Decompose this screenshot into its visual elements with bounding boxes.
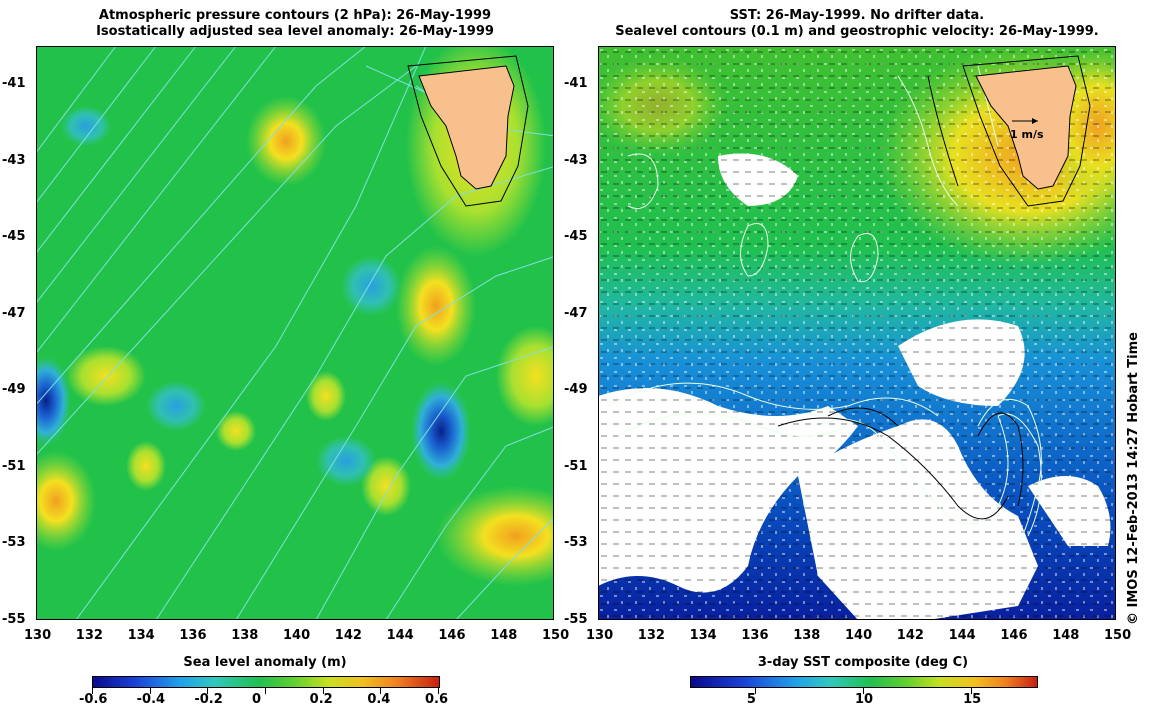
sst-map: 1 m/s bbox=[598, 46, 1116, 620]
right-x-tick-label: 140 bbox=[845, 628, 873, 643]
tasmania-land bbox=[418, 65, 515, 190]
velocity-scale-label: 1 m/s bbox=[1010, 128, 1044, 141]
left-x-tick-label: 142 bbox=[334, 628, 362, 643]
anomaly-blob bbox=[436, 486, 554, 586]
right-y-tick-label: -53 bbox=[564, 535, 588, 551]
left-y-tick-label: -41 bbox=[2, 76, 26, 92]
right-y-tick-label: -51 bbox=[564, 458, 588, 474]
anomaly-blob bbox=[411, 381, 471, 481]
left-title: Atmospheric pressure contours (2 hPa): 2… bbox=[36, 8, 554, 40]
left-colorbar-tick-label: 0.2 bbox=[309, 692, 333, 707]
left-colorbar-tick-mark bbox=[380, 688, 382, 694]
right-x-tick-label: 130 bbox=[586, 628, 614, 643]
right-title-line2: Sealevel contours (0.1 m) and geostrophi… bbox=[615, 24, 1099, 39]
anomaly-blob bbox=[36, 451, 96, 551]
left-map-frame bbox=[36, 46, 554, 620]
left-x-tick-label: 140 bbox=[283, 628, 311, 643]
left-x-tick-label: 134 bbox=[127, 628, 155, 643]
anomaly-blob bbox=[361, 456, 411, 516]
left-colorbar-tick-mark bbox=[92, 688, 93, 694]
left-x-tick-label: 138 bbox=[231, 628, 259, 643]
right-x-tick-label: 132 bbox=[637, 628, 665, 643]
right-colorbar-tick-label: 15 bbox=[963, 692, 982, 707]
left-colorbar-tick-label: -0.4 bbox=[136, 692, 166, 707]
left-colorbar-tick-label: 0 bbox=[252, 692, 262, 707]
right-map-panel: 1 m/s bbox=[598, 46, 1116, 620]
left-colorbar bbox=[92, 676, 440, 688]
right-x-tick-label: 136 bbox=[741, 628, 769, 643]
right-y-tick-label: -47 bbox=[564, 305, 588, 321]
right-x-tick-label: 148 bbox=[1052, 628, 1080, 643]
left-x-tick-label: 144 bbox=[386, 628, 414, 643]
right-y-tick-label: -43 bbox=[564, 152, 588, 168]
sealevel-contours bbox=[607, 65, 1042, 547]
right-x-tick-label: 142 bbox=[896, 628, 924, 643]
left-x-tick-label: 136 bbox=[179, 628, 207, 643]
anomaly-blob bbox=[61, 106, 111, 146]
anomaly-blob bbox=[216, 411, 256, 451]
right-map-frame bbox=[598, 46, 1116, 620]
left-colorbar-tick-mark bbox=[438, 688, 439, 694]
anomaly-blob bbox=[36, 356, 71, 446]
anomaly-blob bbox=[341, 256, 401, 316]
right-y-tick-label: -41 bbox=[564, 76, 588, 92]
right-colorbar bbox=[690, 676, 1038, 688]
credit-text: © IMOS 12-Feb-2013 14:27 Hobart Time bbox=[1126, 332, 1141, 625]
velocity-scale: 1 m/s bbox=[1010, 118, 1044, 141]
right-y-tick-label: -45 bbox=[564, 229, 588, 245]
right-title: SST: 26-May-1999. No drifter data. Seale… bbox=[598, 8, 1116, 40]
left-x-tick-label: 150 bbox=[542, 628, 570, 643]
anomaly-blob bbox=[146, 381, 206, 431]
left-y-tick-label: -45 bbox=[2, 229, 26, 245]
left-title-line2: Isostatically adjusted sea level anomaly… bbox=[96, 24, 494, 39]
coastline-contour bbox=[962, 55, 1091, 207]
left-y-tick-label: -47 bbox=[2, 305, 26, 321]
left-colorbar-tick-label: -0.6 bbox=[79, 692, 108, 707]
left-colorbar-tick-label: -0.2 bbox=[194, 692, 223, 707]
streamlines bbox=[777, 75, 1024, 520]
left-colorbar-tick-mark bbox=[322, 688, 324, 694]
right-colorbar-tick-label: 5 bbox=[746, 692, 756, 707]
anomaly-blob bbox=[316, 436, 376, 486]
left-colorbar-tick-mark bbox=[265, 688, 266, 694]
right-y-tick-label: -49 bbox=[564, 382, 588, 398]
right-x-tick-label: 138 bbox=[793, 628, 821, 643]
anomaly-blob bbox=[126, 441, 166, 491]
right-colorbar-tick-label: 10 bbox=[855, 692, 874, 707]
right-y-tick-label: -55 bbox=[564, 612, 588, 627]
right-x-tick-label: 134 bbox=[689, 628, 717, 643]
right-colorbar-title: 3-day SST composite (deg C) bbox=[757, 655, 969, 670]
anomaly-blob bbox=[396, 246, 476, 366]
anomaly-blob bbox=[306, 371, 346, 421]
right-x-tick-label: 144 bbox=[948, 628, 976, 643]
anomaly-blob bbox=[246, 96, 326, 186]
left-x-tick-label: 148 bbox=[490, 628, 518, 643]
left-y-tick-label: -55 bbox=[2, 612, 26, 627]
left-colorbar-tick-label: 0.6 bbox=[425, 692, 449, 707]
left-y-tick-label: -49 bbox=[2, 382, 26, 398]
left-colorbar-tick-label: 0.4 bbox=[367, 692, 391, 707]
left-colorbar-tick-mark bbox=[149, 688, 151, 694]
left-colorbar-tick-mark bbox=[207, 688, 209, 694]
left-x-tick-label: 130 bbox=[24, 628, 52, 643]
coastline-contour bbox=[407, 55, 529, 207]
left-y-tick-label: -53 bbox=[2, 535, 26, 551]
tasmania-land bbox=[975, 65, 1077, 190]
right-x-tick-label: 150 bbox=[1104, 628, 1132, 643]
anomaly-blob bbox=[66, 346, 146, 406]
right-colorbar-tick-mark bbox=[754, 688, 756, 694]
left-y-tick-label: -43 bbox=[2, 152, 26, 168]
left-x-tick-label: 132 bbox=[75, 628, 103, 643]
sea-level-anomaly-map bbox=[36, 46, 554, 620]
left-title-line1: Atmospheric pressure contours (2 hPa): 2… bbox=[98, 8, 492, 23]
left-colorbar-title: Sea level anomaly (m) bbox=[183, 655, 347, 670]
left-x-tick-label: 146 bbox=[438, 628, 466, 643]
right-colorbar-tick-mark bbox=[971, 688, 973, 694]
right-title-line1: SST: 26-May-1999. No drifter data. bbox=[729, 8, 985, 23]
left-y-tick-label: -51 bbox=[2, 458, 26, 474]
right-colorbar-tick-mark bbox=[863, 688, 864, 694]
right-x-tick-label: 146 bbox=[1000, 628, 1028, 643]
left-map-panel bbox=[36, 46, 554, 620]
